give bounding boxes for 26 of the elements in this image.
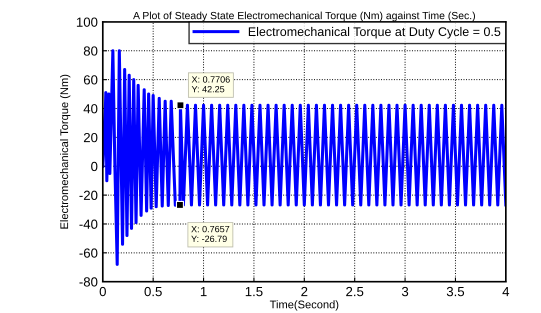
- x-axis-title: Time(Second): [270, 300, 338, 311]
- x-tick-label: 3.5: [446, 286, 464, 296]
- annotation: X: 0.7706 Y: 42.25: [192, 76, 230, 92]
- x-tick-label: 4: [502, 287, 510, 296]
- y-axis-title: Electromechanical Torque (Nm): [60, 74, 70, 229]
- y-tick-label: 0: [91, 162, 98, 172]
- y-tick-label: -80: [79, 277, 98, 287]
- x-tick-label: 3: [402, 286, 408, 296]
- legend-label: Electromechanical Torque at Duty Cycle = 0.5: [248, 26, 500, 39]
- x-tick-label: 2: [301, 286, 308, 296]
- annotation: X: 0.7657 Y: -26.79: [191, 226, 230, 242]
- x-tick-label: 0: [100, 286, 106, 296]
- chart-title: A Plot of Steady State Electromechanical Torque (Nm) against Time (Sec.): [133, 12, 475, 22]
- y-tick-label: -60: [79, 248, 98, 258]
- y-tick-label: -40: [79, 220, 98, 229]
- x-tick-label: 1: [200, 287, 207, 296]
- y-tick-label: -20: [79, 190, 98, 200]
- x-tick-label: 2.5: [346, 286, 364, 296]
- y-tick-label: 80: [84, 46, 98, 56]
- y-tick-label: 40: [84, 104, 98, 114]
- x-tick-label: 1.5: [246, 287, 263, 296]
- y-tick-label: 20: [84, 132, 98, 142]
- y-tick-label: 100: [76, 17, 98, 27]
- y-tick-label: 60: [84, 75, 98, 85]
- line-series: [102, 49, 506, 266]
- x-tick-label: 0.5: [144, 286, 162, 296]
